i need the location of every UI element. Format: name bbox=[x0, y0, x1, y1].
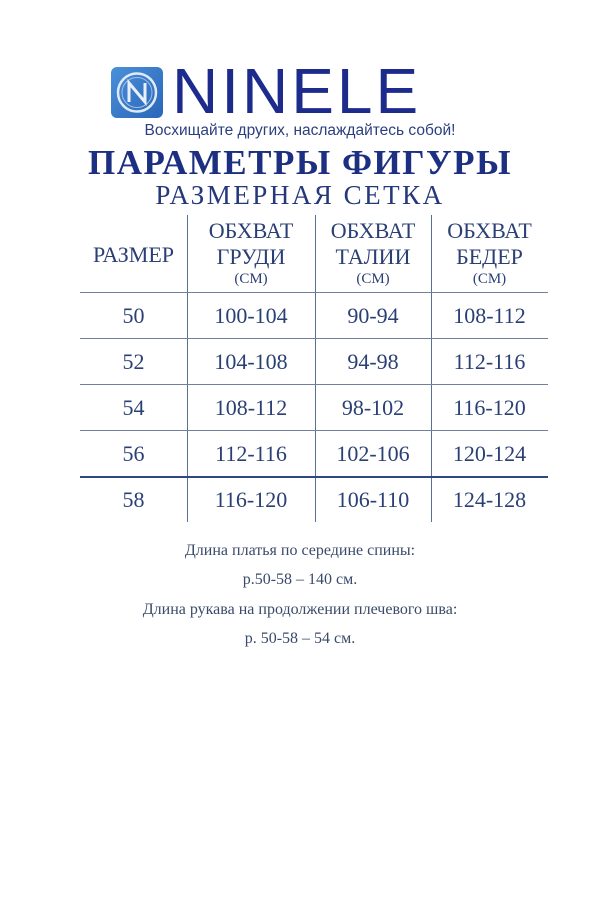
brand-slogan: Восхищайте других, наслаждайтесь собой! bbox=[144, 122, 456, 139]
column-divider bbox=[315, 215, 316, 522]
header-line1: ОБХВАТ bbox=[208, 218, 294, 243]
table-cell: 104-108 bbox=[214, 349, 288, 374]
header-chest: ОБХВАТ ГРУДИ (СМ) bbox=[187, 218, 315, 288]
table-cell-size: 54 bbox=[122, 395, 145, 420]
header-hips: ОБХВАТ БЕДЕР (СМ) bbox=[431, 218, 548, 288]
brand-name: NINELE bbox=[172, 55, 422, 127]
note-dress-length-value: р.50-58 – 140 см. bbox=[242, 571, 358, 588]
table-cell: 98-102 bbox=[341, 395, 405, 420]
row-divider bbox=[80, 384, 548, 385]
row-divider bbox=[80, 430, 548, 431]
note-sleeve-length-value: р. 50-58 – 54 см. bbox=[244, 630, 356, 647]
table-cell-size: 52 bbox=[122, 349, 145, 374]
table-cell: 112-116 bbox=[453, 349, 526, 374]
table-cell-size: 56 bbox=[122, 441, 145, 466]
header-line2: ТАЛИИ bbox=[335, 244, 411, 269]
header-waist: ОБХВАТ ТАЛИИ (СМ) bbox=[315, 218, 431, 288]
header-size: РАЗМЕР bbox=[92, 242, 175, 267]
header-unit: (СМ) bbox=[234, 271, 268, 287]
row-divider bbox=[80, 338, 548, 339]
table-cell-size: 50 bbox=[122, 303, 145, 328]
header-line1: ОБХВАТ bbox=[447, 218, 532, 243]
table-cell: 108-112 bbox=[214, 395, 288, 420]
table-cell: 100-104 bbox=[214, 303, 288, 328]
header-line2: ГРУДИ bbox=[216, 244, 286, 269]
page-title: ПАРАМЕТРЫ ФИГУРЫ bbox=[88, 143, 512, 182]
column-divider bbox=[431, 215, 432, 522]
table-cell: 116-120 bbox=[214, 487, 288, 512]
table-cell: 94-98 bbox=[347, 349, 399, 374]
table-cell: 120-124 bbox=[452, 441, 527, 466]
row-divider bbox=[80, 476, 548, 478]
table-cell: 102-106 bbox=[336, 441, 410, 466]
table-cell: 90-94 bbox=[347, 303, 399, 328]
table-cell-size: 58 bbox=[122, 487, 145, 512]
header-unit: (СМ) bbox=[472, 271, 507, 287]
table-cell: 112-116 bbox=[215, 441, 287, 466]
brand-logo-icon bbox=[111, 67, 163, 118]
table-cell: 106-110 bbox=[336, 487, 410, 512]
header-line2: БЕДЕР bbox=[456, 244, 523, 269]
page-subtitle: РАЗМЕРНАЯ СЕТКА bbox=[155, 180, 445, 210]
header-line1: ОБХВАТ bbox=[330, 218, 416, 243]
note-sleeve-length-label: Длина рукава на продолжении плечевого шв… bbox=[142, 601, 458, 618]
column-divider bbox=[187, 215, 188, 522]
table-cell: 116-120 bbox=[453, 395, 526, 420]
note-dress-length-label: Длина платья по середине спины: bbox=[184, 542, 416, 559]
header-unit: (СМ) bbox=[356, 271, 390, 287]
table-cell: 124-128 bbox=[452, 487, 527, 512]
table-cell: 108-112 bbox=[453, 303, 526, 328]
row-divider bbox=[80, 292, 548, 293]
